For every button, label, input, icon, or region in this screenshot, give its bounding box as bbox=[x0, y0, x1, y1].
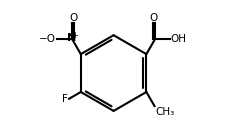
Text: +: + bbox=[71, 31, 78, 40]
Text: −O: −O bbox=[39, 34, 56, 44]
Text: F: F bbox=[62, 94, 68, 104]
Text: O: O bbox=[69, 13, 78, 23]
Text: O: O bbox=[150, 13, 158, 23]
Text: CH₃: CH₃ bbox=[155, 107, 174, 117]
Text: N: N bbox=[67, 33, 77, 43]
Text: OH: OH bbox=[170, 34, 186, 44]
